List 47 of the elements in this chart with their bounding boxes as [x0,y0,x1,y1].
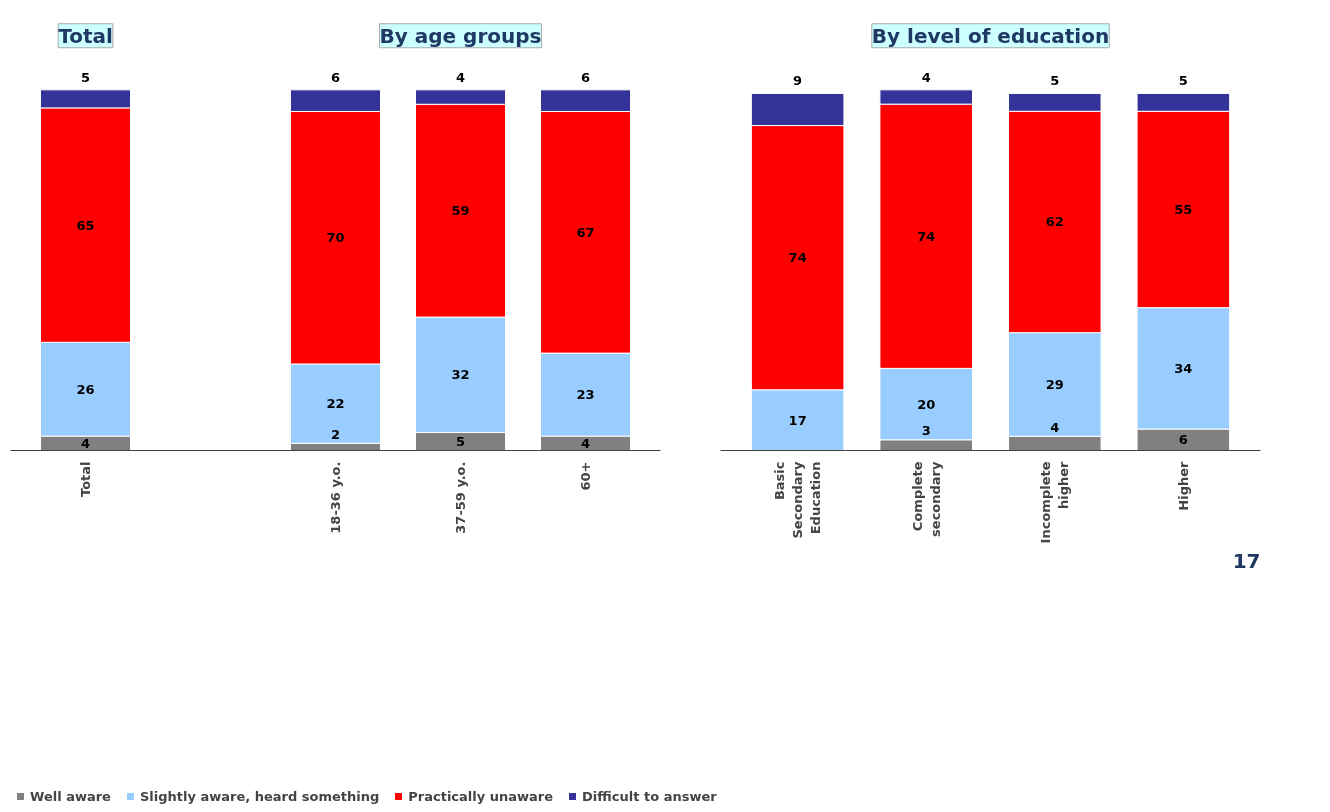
data-label: 5 [455,433,466,449]
data-label: 67 [576,224,595,240]
data-label: 5 [1178,73,1188,89]
x-tick-label: Incomplete higher [1038,460,1072,544]
data-label: 9 [793,73,803,89]
data-label: 34 [1174,360,1193,376]
legend-label: Slightly aware, heard something [139,788,380,804]
legend-label: Difficult to answer [582,788,717,804]
x-tick-label: Higher [1175,460,1191,511]
data-label: 2 [330,426,341,442]
x-tick-label: 18-36 y.o. [328,461,343,534]
data-label: 26 [76,381,95,397]
x-tick-label: 37-59 y.o. [453,461,468,534]
data-label: 4 [580,435,591,451]
data-label: 4 [921,69,931,85]
data-label: 22 [326,396,345,412]
x-tick-label: Basic Secondary Education [772,460,824,539]
data-label: 4 [1050,419,1060,435]
data-label: 20 [917,396,936,412]
text: 17 [1232,548,1261,573]
legend-label: Practically unaware [408,788,554,804]
text: By age groups [379,23,542,48]
text: Total [58,23,113,48]
data-label: 5 [80,69,91,85]
data-label: 23 [576,387,595,403]
x-tick-label: 60+ [578,461,593,491]
x-tick-label: Complete secondary [909,460,943,537]
x-tick-label: Total [78,461,93,498]
data-label: 74 [788,250,807,266]
data-label: 55 [1174,201,1193,217]
data-label: 3 [921,423,931,439]
data-label: 74 [917,228,936,244]
data-label: 4 [455,69,466,85]
legend-label: Well aware [30,788,111,804]
data-label: 6 [580,69,591,85]
data-label: 6 [330,69,341,85]
data-label: 4 [80,435,91,451]
data-label: 29 [1045,376,1064,392]
data-label: 5 [1050,73,1060,89]
data-label: 59 [451,203,470,219]
text: By level of education [871,23,1110,48]
data-label: 6 [1178,432,1188,448]
data-label: 70 [326,230,345,246]
data-label: 32 [451,367,470,383]
data-label: 65 [76,217,95,233]
data-label: 17 [788,412,807,428]
data-label: 62 [1045,214,1064,230]
